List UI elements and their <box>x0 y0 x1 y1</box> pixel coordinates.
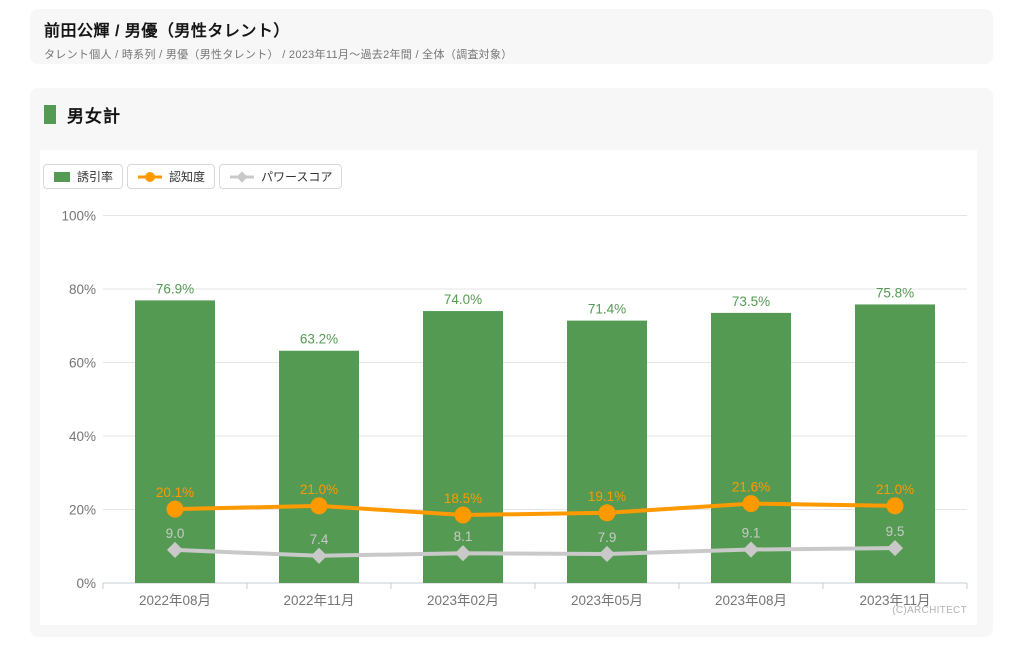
section-header: 男女計 <box>44 102 121 127</box>
legend-item-line-circle[interactable]: 認知度 <box>127 164 216 189</box>
bar <box>423 311 503 583</box>
data-point-diamond <box>886 540 904 557</box>
point-value-label: 20.1% <box>156 485 194 500</box>
bar-value-label: 73.5% <box>732 294 770 309</box>
chart-legend: 誘引率 認知度 パワースコア <box>43 164 343 189</box>
bar-value-label: 74.0% <box>444 292 482 307</box>
data-point-circle <box>598 504 616 522</box>
bar-value-label: 76.9% <box>156 281 194 296</box>
watermark: (C)ARCHITECT <box>892 605 967 616</box>
chart-container: 誘引率 認知度 パワースコア 0% 20% 40% 60% 80% 100% 2022年08… <box>40 150 977 625</box>
data-point-circle <box>886 497 904 515</box>
point-value-label: 21.6% <box>732 480 770 495</box>
data-point-diamond <box>310 547 328 564</box>
point-value-label: 18.5% <box>444 491 482 506</box>
data-point-circle <box>742 495 760 513</box>
point-value-label: 7.9 <box>598 530 617 545</box>
x-axis-category-label: 2022年11月 <box>283 593 354 608</box>
legend-label: パワースコア <box>261 170 333 184</box>
data-point-circle <box>166 500 184 518</box>
bar <box>279 350 359 583</box>
y-axis-tick-label: 100% <box>61 209 96 224</box>
page-title: 前田公輝 / 男優（男性タレント） <box>44 23 290 40</box>
legend-label: 誘引率 <box>77 170 114 184</box>
data-point-diamond <box>742 541 760 558</box>
x-axis-category-label: 2023年11月 <box>859 593 930 608</box>
y-axis-tick-label: 80% <box>69 282 96 297</box>
bar <box>567 320 647 583</box>
breadcrumb: タレント個人 / 時系列 / 男優（男性タレント） / 2023年11月～過去2… <box>44 49 513 61</box>
point-value-label: 21.0% <box>876 482 914 497</box>
x-axis-category-label: 2023年02月 <box>427 593 499 608</box>
line-series <box>173 546 897 558</box>
section-title: 男女計 <box>67 107 121 126</box>
data-point-circle <box>310 497 328 515</box>
bar-marker-icon <box>54 171 70 182</box>
point-value-label: 9.5 <box>886 524 905 539</box>
bar <box>855 304 935 583</box>
section-marker-icon <box>44 105 56 124</box>
chart-canvas: 0% 20% 40% 60% 80% 100% 2022年08月 2022年11月 2023年0… <box>61 209 968 608</box>
y-axis-tick-label: 0% <box>76 576 96 591</box>
point-value-label: 9.1 <box>742 526 761 541</box>
point-value-label: 8.1 <box>454 529 473 544</box>
line-series <box>173 501 897 518</box>
point-value-label: 9.0 <box>166 526 185 541</box>
legend-item-line-diamond[interactable]: パワースコア <box>219 164 343 189</box>
legend-label: 認知度 <box>169 170 206 184</box>
x-axis-category-label: 2023年05月 <box>571 593 643 608</box>
bar <box>711 312 791 583</box>
point-value-label: 19.1% <box>588 489 626 504</box>
bar-value-label: 63.2% <box>300 332 338 347</box>
bar <box>135 300 215 583</box>
bar-value-label: 71.4% <box>588 302 626 317</box>
data-point-circle <box>454 506 472 524</box>
chart-panel: 男女計 誘引率 認知度 パワースコア <box>30 88 993 637</box>
line-circle-marker-icon <box>138 171 163 182</box>
line-diamond-marker-icon <box>230 170 255 183</box>
bar-value-label: 75.8% <box>876 285 914 300</box>
legend-item-bar[interactable]: 誘引率 <box>43 164 124 189</box>
point-value-label: 7.4 <box>310 532 329 547</box>
header-panel: 前田公輝 / 男優（男性タレント） タレント個人 / 時系列 / 男優（男性タレ… <box>30 9 993 64</box>
y-axis-tick-label: 20% <box>69 503 96 518</box>
x-axis-category-label: 2022年08月 <box>139 593 211 608</box>
y-axis-tick-label: 40% <box>69 429 96 444</box>
y-axis-tick-label: 60% <box>69 356 96 371</box>
point-value-label: 21.0% <box>300 482 338 497</box>
x-axis-category-label: 2023年08月 <box>715 593 787 608</box>
